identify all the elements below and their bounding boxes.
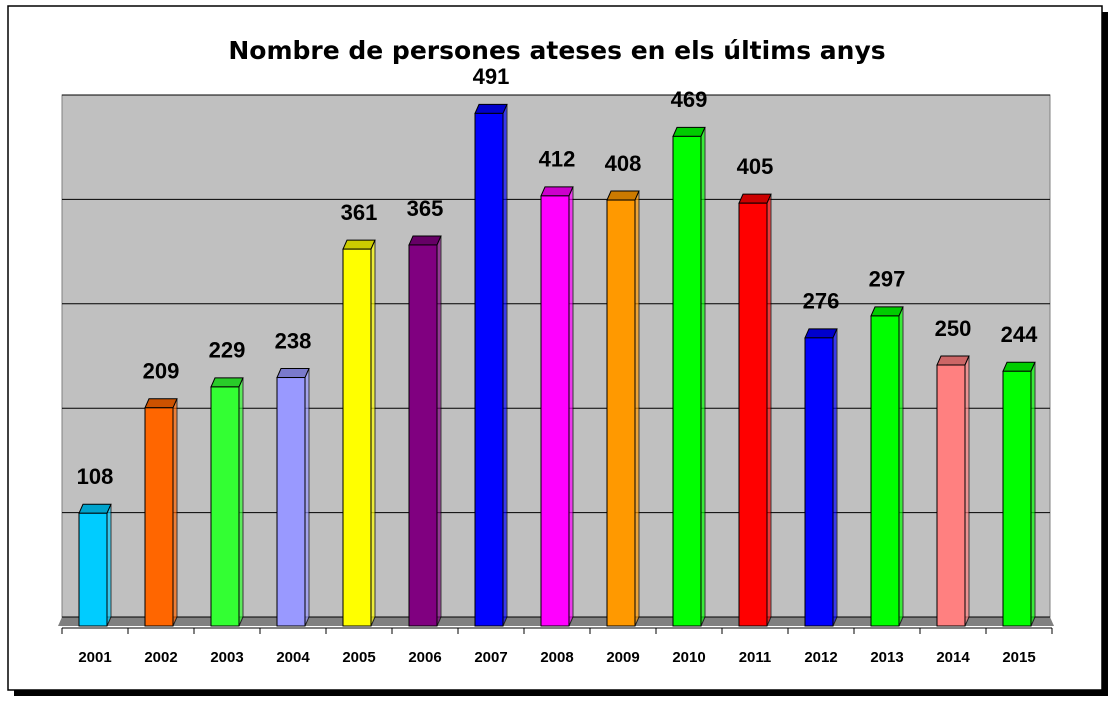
bar [276, 377, 306, 627]
bar [474, 112, 504, 627]
data-label: 365 [407, 196, 444, 221]
bar-side [832, 328, 838, 627]
bar-top [1002, 361, 1036, 372]
bar [936, 364, 966, 627]
x-tick-label: 2008 [540, 649, 573, 666]
data-label: 361 [341, 200, 378, 225]
bar-side [238, 377, 244, 627]
x-tick-label: 2013 [870, 649, 903, 666]
bar-top [408, 235, 442, 246]
bar-side [106, 504, 112, 627]
x-tick-label: 2010 [672, 649, 705, 666]
bar-top [606, 190, 640, 201]
data-label: 408 [605, 151, 642, 176]
bar-side [172, 398, 178, 627]
data-label: 405 [737, 154, 774, 179]
bar-side [634, 190, 640, 627]
bar-top [210, 377, 244, 388]
bar-top [78, 503, 112, 514]
bar-side [1030, 362, 1036, 627]
x-tick-label: 2004 [276, 649, 310, 666]
data-label: 469 [671, 87, 708, 112]
x-tick-label: 2003 [210, 649, 243, 666]
bar-top [936, 355, 970, 366]
x-tick-label: 2011 [739, 649, 772, 666]
chart-title: Nombre de persones ateses en els últims … [228, 36, 885, 65]
bar-side [436, 235, 442, 627]
bar [804, 337, 834, 627]
data-label: 108 [77, 464, 114, 489]
x-tick-label: 2014 [936, 649, 970, 666]
bar-side [502, 104, 508, 627]
x-tick-label: 2007 [474, 649, 507, 666]
bar-side [304, 368, 310, 627]
bar [540, 195, 570, 627]
data-label: 209 [143, 359, 180, 384]
bar-top [672, 126, 706, 137]
bar-side [700, 127, 706, 627]
bar-top [342, 239, 376, 250]
bar-top [804, 328, 838, 339]
x-tick-label: 2015 [1002, 649, 1035, 666]
bar-side [766, 193, 772, 627]
bar [1002, 370, 1032, 627]
bar-side [370, 239, 376, 627]
bar-top [870, 306, 904, 317]
bar [672, 135, 702, 627]
bar-side [568, 186, 574, 627]
data-label: 244 [1001, 322, 1038, 347]
bar-side [898, 306, 904, 627]
bar [78, 512, 108, 627]
bar-top [540, 186, 574, 197]
data-label: 412 [539, 147, 576, 172]
data-label: 276 [803, 289, 840, 314]
bar [210, 386, 240, 627]
x-tick-label: 2006 [408, 649, 441, 666]
x-tick-label: 2001 [78, 649, 111, 666]
bar-top [144, 398, 178, 409]
bar [870, 315, 900, 627]
data-label: 250 [935, 316, 972, 341]
bar-side [964, 355, 970, 627]
bar-top [474, 103, 508, 114]
bar-top [738, 193, 772, 204]
data-label: 491 [473, 64, 510, 89]
data-label: 238 [275, 328, 312, 353]
data-label: 229 [209, 338, 246, 363]
data-label: 297 [869, 267, 906, 292]
bar [738, 202, 768, 627]
bar [408, 244, 438, 627]
bar [342, 248, 372, 627]
bar [144, 407, 174, 627]
bar [606, 199, 636, 627]
bar-top [276, 368, 310, 379]
x-tick-label: 2005 [342, 649, 375, 666]
x-tick-label: 2009 [606, 649, 639, 666]
x-tick-label: 2012 [804, 649, 837, 666]
x-tick-label: 2002 [144, 649, 177, 666]
